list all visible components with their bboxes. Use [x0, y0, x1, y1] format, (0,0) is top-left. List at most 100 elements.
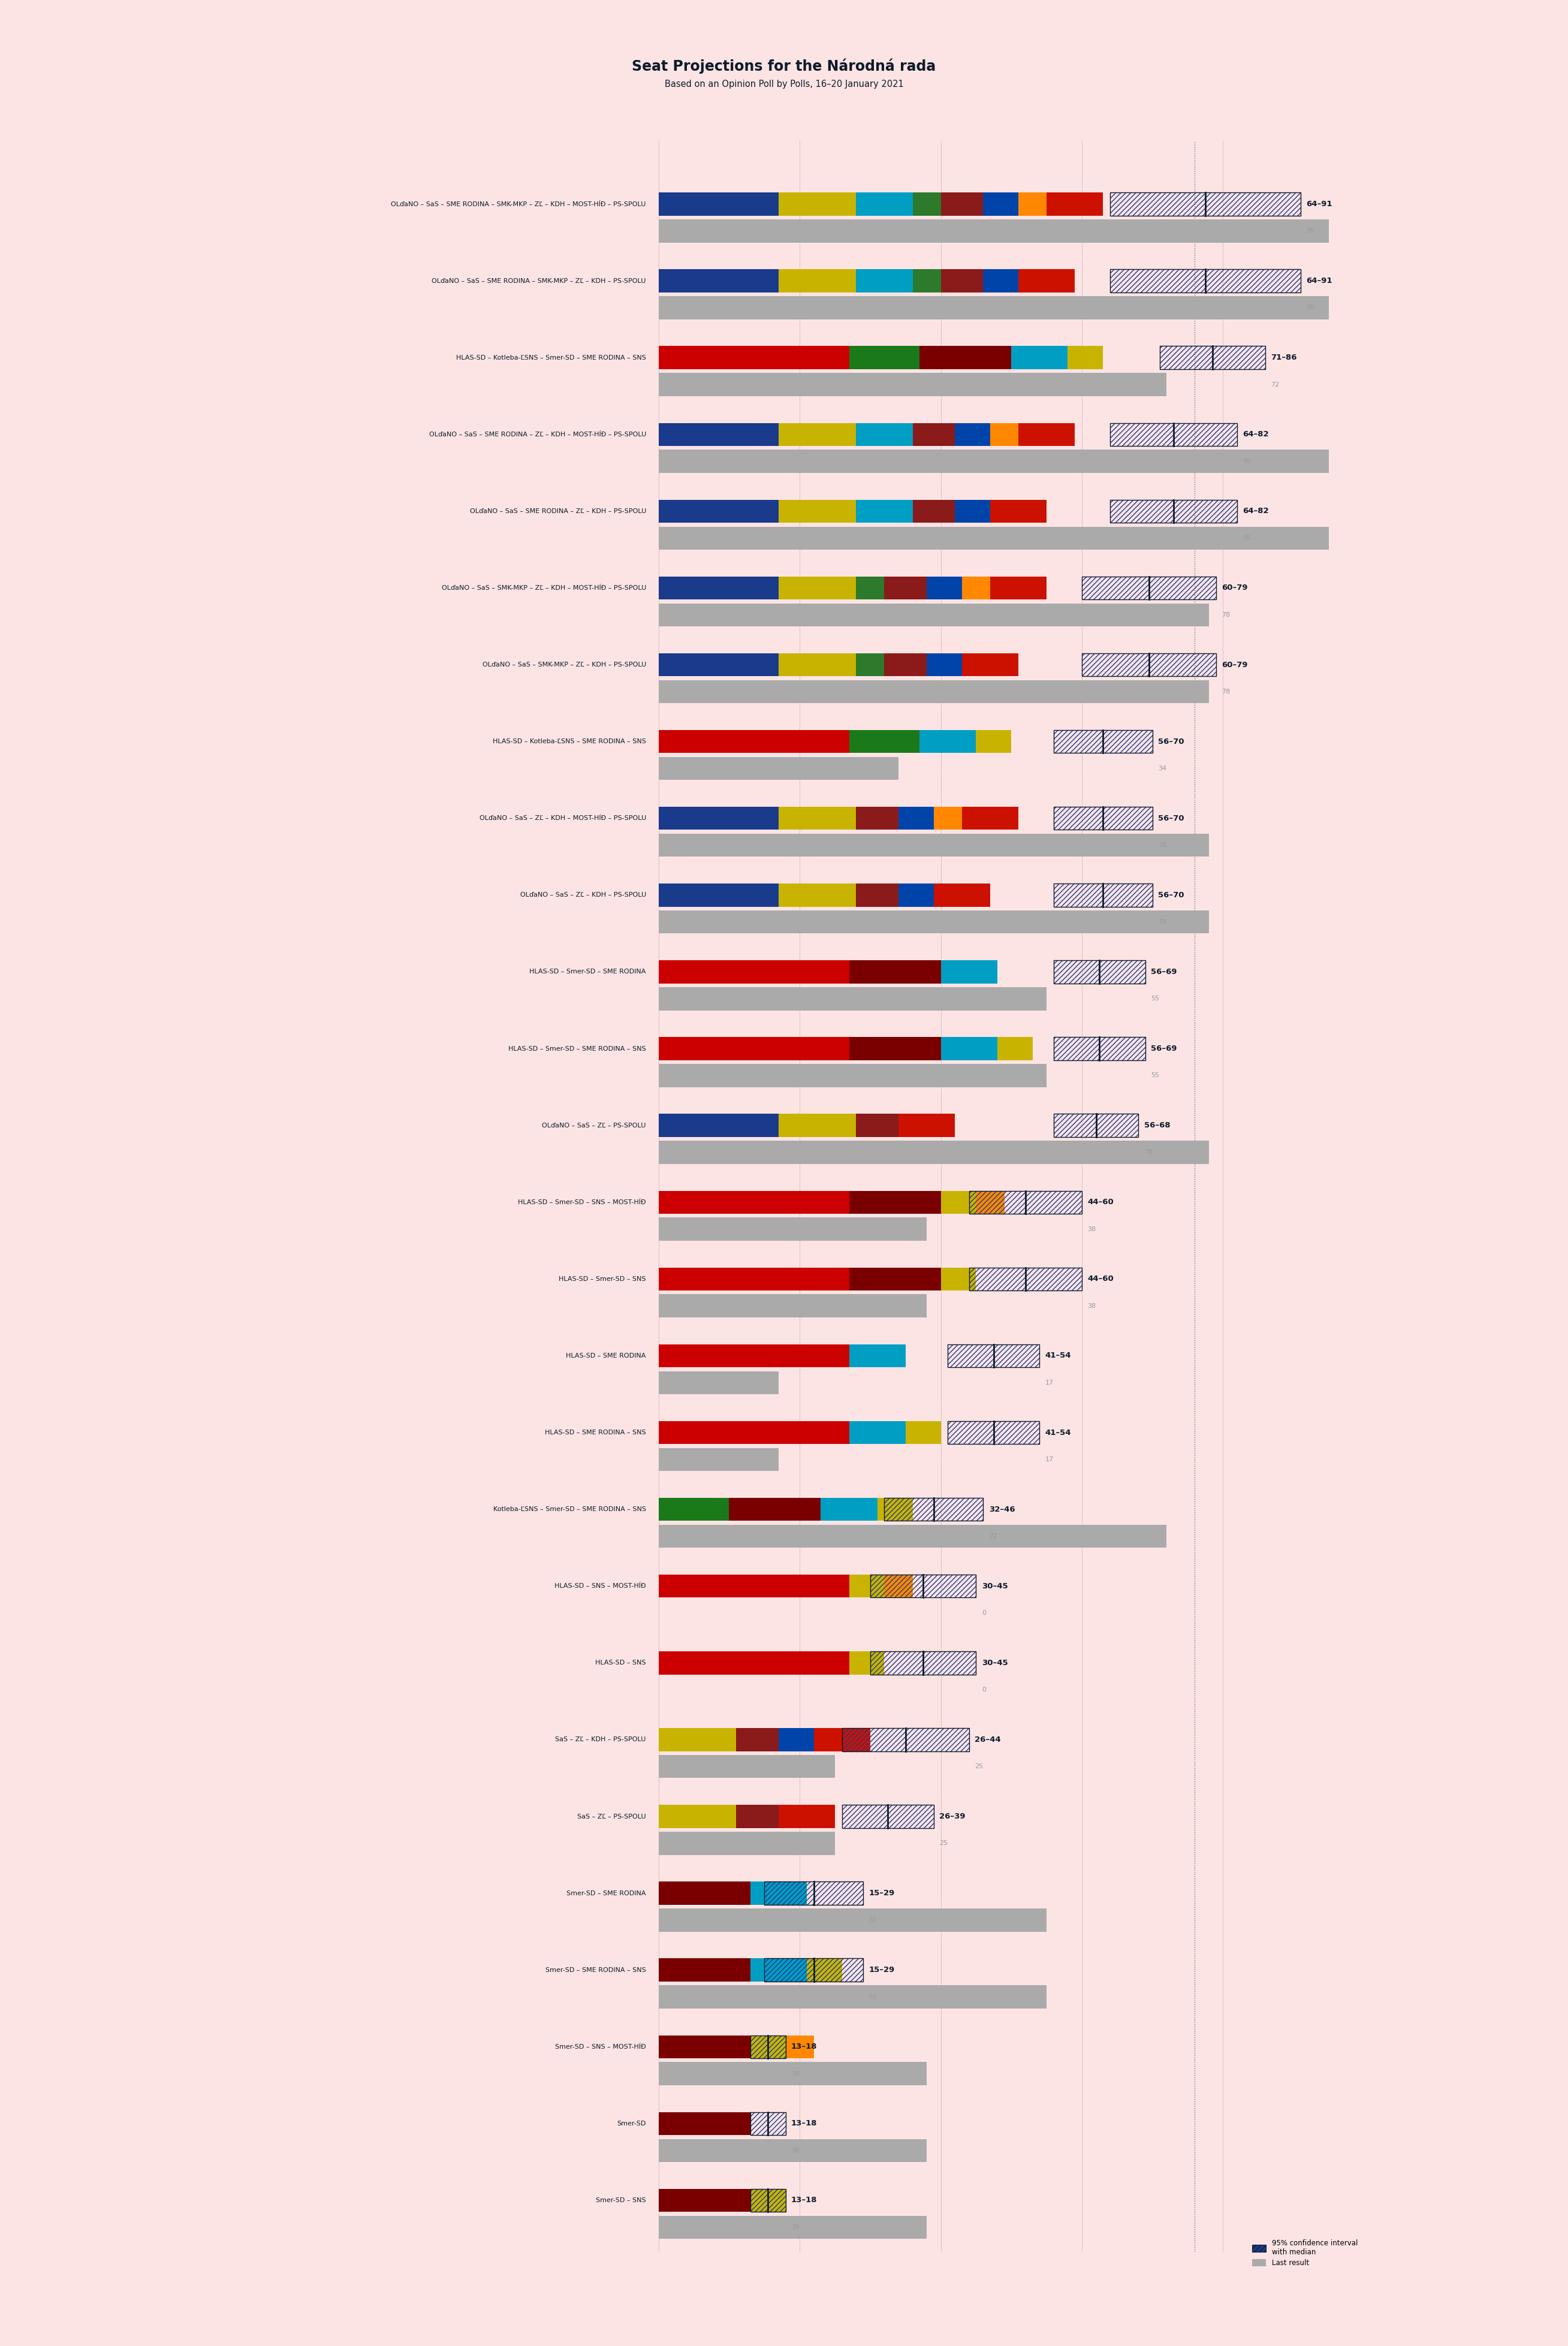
Bar: [1011, 347, 1068, 368]
Text: 44–60: 44–60: [1088, 1199, 1113, 1206]
Bar: [659, 1192, 850, 1213]
Bar: [737, 1729, 778, 1750]
Bar: [1110, 270, 1301, 293]
Bar: [850, 1192, 941, 1213]
Text: 56–70: 56–70: [1159, 814, 1184, 821]
Bar: [1082, 652, 1217, 676]
Text: Smer-SD – SME RODINA – SNS: Smer-SD – SME RODINA – SNS: [546, 1966, 646, 1973]
Bar: [941, 1037, 997, 1060]
Text: 30–45: 30–45: [982, 1659, 1008, 1666]
Bar: [659, 221, 1330, 242]
Bar: [906, 1422, 941, 1445]
Text: 95: 95: [1243, 457, 1251, 465]
Text: 38: 38: [792, 2224, 800, 2231]
Text: 17: 17: [1046, 1379, 1054, 1386]
Text: 32–46: 32–46: [989, 1506, 1014, 1513]
Text: Seat Projections for the Národná rada: Seat Projections for the Národná rada: [632, 59, 936, 75]
Bar: [1068, 347, 1104, 368]
Bar: [1110, 500, 1237, 523]
Text: 60–79: 60–79: [1221, 584, 1248, 591]
Bar: [1110, 422, 1237, 446]
Text: 13–18: 13–18: [792, 2196, 817, 2205]
Text: 95: 95: [1306, 305, 1314, 310]
Text: HLAS-SD – Smer-SD – SME RODINA: HLAS-SD – Smer-SD – SME RODINA: [530, 969, 646, 976]
Bar: [870, 1574, 975, 1598]
Legend: 95% confidence interval
with median, Last result: 95% confidence interval with median, Las…: [1250, 2236, 1361, 2269]
Bar: [884, 652, 927, 676]
Bar: [659, 296, 1330, 319]
Text: 30–45: 30–45: [982, 1581, 1008, 1591]
Bar: [935, 807, 961, 830]
Bar: [659, 192, 778, 216]
Bar: [969, 1267, 1082, 1290]
Bar: [856, 884, 898, 906]
Bar: [1054, 807, 1152, 830]
Bar: [765, 1881, 862, 1905]
Bar: [969, 1192, 1082, 1213]
Bar: [963, 807, 1019, 830]
Text: 64–91: 64–91: [1306, 199, 1333, 209]
Bar: [975, 1192, 1004, 1213]
Bar: [941, 1192, 975, 1213]
Bar: [737, 1804, 778, 1828]
Bar: [1082, 577, 1217, 601]
Text: 78: 78: [1221, 612, 1231, 617]
Bar: [842, 1804, 935, 1828]
Text: 60–79: 60–79: [1221, 662, 1248, 669]
Text: Smer-SD: Smer-SD: [618, 2121, 646, 2125]
Bar: [1054, 884, 1152, 906]
Bar: [778, 192, 856, 216]
Bar: [850, 347, 919, 368]
Bar: [751, 1881, 806, 1905]
Text: OLďaNO – SaS – ZĽ – PS-SPOLU: OLďaNO – SaS – ZĽ – PS-SPOLU: [543, 1121, 646, 1128]
Text: 26–39: 26–39: [939, 1813, 966, 1820]
Text: 95: 95: [1243, 535, 1251, 542]
Bar: [778, 1729, 814, 1750]
Bar: [659, 2215, 927, 2238]
Bar: [941, 270, 983, 293]
Bar: [814, 1729, 870, 1750]
Bar: [947, 1422, 1040, 1445]
Bar: [850, 1422, 906, 1445]
Text: Smer-SD – SME RODINA: Smer-SD – SME RODINA: [566, 1891, 646, 1896]
Bar: [659, 1832, 834, 1856]
Text: 25: 25: [939, 1839, 947, 1846]
Bar: [659, 1065, 1047, 1086]
Text: 55: 55: [869, 1917, 877, 1924]
Text: HLAS-SD – SNS: HLAS-SD – SNS: [596, 1661, 646, 1666]
Text: 78: 78: [1145, 1150, 1152, 1154]
Bar: [856, 270, 913, 293]
Bar: [884, 577, 927, 601]
Bar: [919, 730, 975, 753]
Text: 26–44: 26–44: [975, 1736, 1000, 1743]
Bar: [1054, 960, 1145, 983]
Bar: [659, 1959, 751, 1982]
Bar: [1054, 1114, 1138, 1138]
Bar: [659, 450, 1330, 474]
Bar: [659, 1755, 834, 1778]
Bar: [898, 884, 935, 906]
Text: 56–70: 56–70: [1159, 891, 1184, 899]
Bar: [935, 884, 991, 906]
Text: HLAS-SD – SME RODINA – SNS: HLAS-SD – SME RODINA – SNS: [546, 1429, 646, 1436]
Bar: [941, 1267, 975, 1290]
Bar: [947, 1422, 1040, 1445]
Bar: [1110, 270, 1301, 293]
Bar: [878, 1497, 913, 1520]
Bar: [969, 1192, 1082, 1213]
Bar: [659, 373, 1167, 396]
Bar: [1110, 500, 1237, 523]
Text: 13–18: 13–18: [792, 2121, 817, 2128]
Text: 15–29: 15–29: [869, 1889, 895, 1898]
Bar: [1082, 577, 1217, 601]
Text: 34: 34: [1159, 765, 1167, 772]
Bar: [786, 2036, 814, 2057]
Bar: [870, 1652, 975, 1675]
Bar: [659, 807, 778, 830]
Bar: [806, 1959, 842, 1982]
Bar: [659, 2140, 927, 2163]
Text: 71–86: 71–86: [1272, 354, 1297, 361]
Text: 41–54: 41–54: [1046, 1429, 1071, 1436]
Bar: [778, 577, 856, 601]
Bar: [898, 807, 935, 830]
